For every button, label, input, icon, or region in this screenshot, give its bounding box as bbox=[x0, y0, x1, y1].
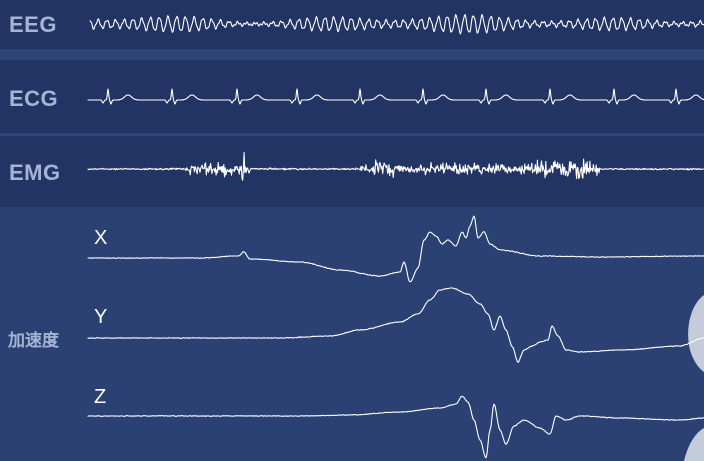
eeg-label: EEG bbox=[9, 12, 57, 37]
acceleration-y-waveform bbox=[87, 287, 704, 363]
eeg-band bbox=[0, 0, 704, 49]
ecg-label: ECG bbox=[9, 86, 59, 111]
ecg-emg-gap bbox=[0, 133, 704, 136]
emg-waveform bbox=[87, 151, 704, 181]
ecg-band bbox=[0, 60, 704, 133]
eeg-ecg-gap bbox=[0, 49, 704, 60]
figure-body-shape bbox=[684, 428, 704, 461]
axis-x-label: X bbox=[94, 227, 108, 249]
emg-label: EMG bbox=[9, 160, 61, 185]
axis-z-label: Z bbox=[94, 386, 107, 408]
acceleration-x-waveform bbox=[87, 215, 704, 283]
acceleration-z-waveform bbox=[87, 395, 704, 459]
acceleration-label: 加速度 bbox=[8, 331, 59, 351]
ecg-waveform bbox=[87, 88, 704, 105]
figure-head-shape bbox=[688, 295, 704, 372]
eeg-waveform bbox=[89, 13, 704, 35]
axis-y-label: Y bbox=[94, 306, 108, 328]
